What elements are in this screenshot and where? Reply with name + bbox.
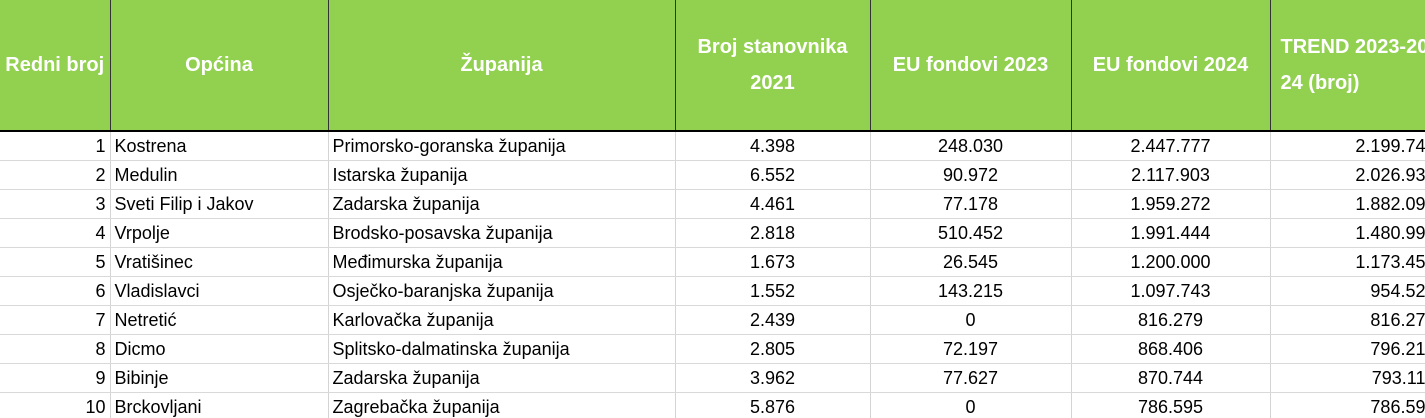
table-cell: 7 — [0, 305, 111, 335]
table-cell: 248.030 — [870, 131, 1072, 161]
header-cell: EU fondovi 2024 — [1071, 0, 1271, 132]
table-cell: 2.447.777 — [1071, 131, 1271, 161]
table-cell: Vladislavci — [110, 276, 329, 306]
table-cell: 143.215 — [870, 276, 1072, 306]
table-cell: 10 — [0, 392, 111, 418]
table-row: 6 Vladislavci Osječko-baranjska županija 1.… — [0, 276, 1425, 306]
table-cell: 4 — [0, 218, 111, 248]
table-cell: Splitsko-dalmatinska županija — [328, 334, 676, 364]
table-cell: 5 — [0, 247, 111, 277]
table-cell: 4.398 — [675, 131, 871, 161]
header-cell: Redni broj — [0, 0, 111, 132]
table-cell: Međimurska županija — [328, 247, 676, 277]
table-cell: 870.744 — [1071, 363, 1271, 393]
table-cell: Dicmo — [110, 334, 329, 364]
table-cell: 2 — [0, 160, 111, 190]
table-cell: 72.197 — [870, 334, 1072, 364]
table-cell: 2.439 — [675, 305, 871, 335]
table-cell: Bibinje — [110, 363, 329, 393]
table-row: 1 Kostrena Primorsko-goranska županija 4.39… — [0, 131, 1425, 161]
header-cell: EU fondovi 2023 — [870, 0, 1072, 132]
table-cell: 1 — [0, 131, 111, 161]
table-cell: 1.097.743 — [1071, 276, 1271, 306]
table-cell: Medulin — [110, 160, 329, 190]
table-cell: 1.480.992 — [1270, 218, 1425, 248]
table-cell: Zagrebačka županija — [328, 392, 676, 418]
table-cell: 786.595 — [1071, 392, 1271, 418]
table-cell: 796.210 — [1270, 334, 1425, 364]
table-cell: 2.117.903 — [1071, 160, 1271, 190]
table-row: 9 Bibinje Zadarska županija 3.962 77.627 870.… — [0, 363, 1425, 393]
table-cell: 1.173.455 — [1270, 247, 1425, 277]
table-cell: Vrpolje — [110, 218, 329, 248]
table-cell: 9 — [0, 363, 111, 393]
table-cell: Brckovljani — [110, 392, 329, 418]
table-cell: 3 — [0, 189, 111, 219]
table-row: 10 Brckovljani Zagrebačka županija 5.876 0 78… — [0, 392, 1425, 418]
table-body: 1 Kostrena Primorsko-goranska županija 4.39… — [0, 131, 1425, 418]
table-row: 7 Netretić Karlovačka županija 2.439 0 816.27… — [0, 305, 1425, 335]
table-cell: 2.199.747 — [1270, 131, 1425, 161]
table-cell: 3.962 — [675, 363, 871, 393]
table-cell: 0 — [870, 392, 1072, 418]
table-cell: 1.959.272 — [1071, 189, 1271, 219]
table-row: 5 Vratišinec Međimurska županija 1.673 26.54… — [0, 247, 1425, 277]
header-row: Redni broj Općina Županija Broj stanovnika … — [0, 0, 1425, 132]
table-cell: 8 — [0, 334, 111, 364]
table-cell: 26.545 — [870, 247, 1072, 277]
table-cell: 5.876 — [675, 392, 871, 418]
table-cell: 2.818 — [675, 218, 871, 248]
table-cell: 816.279 — [1071, 305, 1271, 335]
table-cell: Vratišinec — [110, 247, 329, 277]
table-cell: Zadarska županija — [328, 189, 676, 219]
table-cell: 6 — [0, 276, 111, 306]
header-cell: Županija — [328, 0, 676, 132]
table-cell: 1.200.000 — [1071, 247, 1271, 277]
header-cell: Broj stanovnika 2021 — [675, 0, 871, 132]
table-cell: 0 — [870, 305, 1072, 335]
table-row: 3 Sveti Filip i Jakov Zadarska županija 4.4… — [0, 189, 1425, 219]
table-cell: 1.552 — [675, 276, 871, 306]
table-cell: 1.991.444 — [1071, 218, 1271, 248]
table-cell: Istarska županija — [328, 160, 676, 190]
header-cell: Općina — [110, 0, 329, 132]
table-cell: Osječko-baranjska županija — [328, 276, 676, 306]
table-cell: 4.461 — [675, 189, 871, 219]
table-row: 2 Medulin Istarska županija 6.552 90.972 2.11… — [0, 160, 1425, 190]
table-cell: Sveti Filip i Jakov — [110, 189, 329, 219]
table-cell: Primorsko-goranska županija — [328, 131, 676, 161]
table-cell: 1.882.094 — [1270, 189, 1425, 219]
table-cell: 6.552 — [675, 160, 871, 190]
table-cell: 954.528 — [1270, 276, 1425, 306]
table-cell: 2.805 — [675, 334, 871, 364]
table-cell: 2.026.931 — [1270, 160, 1425, 190]
table-cell: 1.673 — [675, 247, 871, 277]
table-cell: Netretić — [110, 305, 329, 335]
table-cell: 90.972 — [870, 160, 1072, 190]
table-cell: 868.406 — [1071, 334, 1271, 364]
table-cell: Kostrena — [110, 131, 329, 161]
header-cell: TREND 2023-2024 (broj) — [1270, 0, 1425, 132]
table-cell: 510.452 — [870, 218, 1072, 248]
table-cell: 793.117 — [1270, 363, 1425, 393]
table-cell: 786.595 — [1270, 392, 1425, 418]
table-cell: 77.627 — [870, 363, 1072, 393]
table-cell: Brodsko-posavska županija — [328, 218, 676, 248]
table-cell: 77.178 — [870, 189, 1072, 219]
table-cell: Zadarska županija — [328, 363, 676, 393]
table-cell: 816.279 — [1270, 305, 1425, 335]
table-cell: Karlovačka županija — [328, 305, 676, 335]
table-row: 4 Vrpolje Brodsko-posavska županija 2.818 51… — [0, 218, 1425, 248]
table-row: 8 Dicmo Splitsko-dalmatinska županija 2.805… — [0, 334, 1425, 364]
